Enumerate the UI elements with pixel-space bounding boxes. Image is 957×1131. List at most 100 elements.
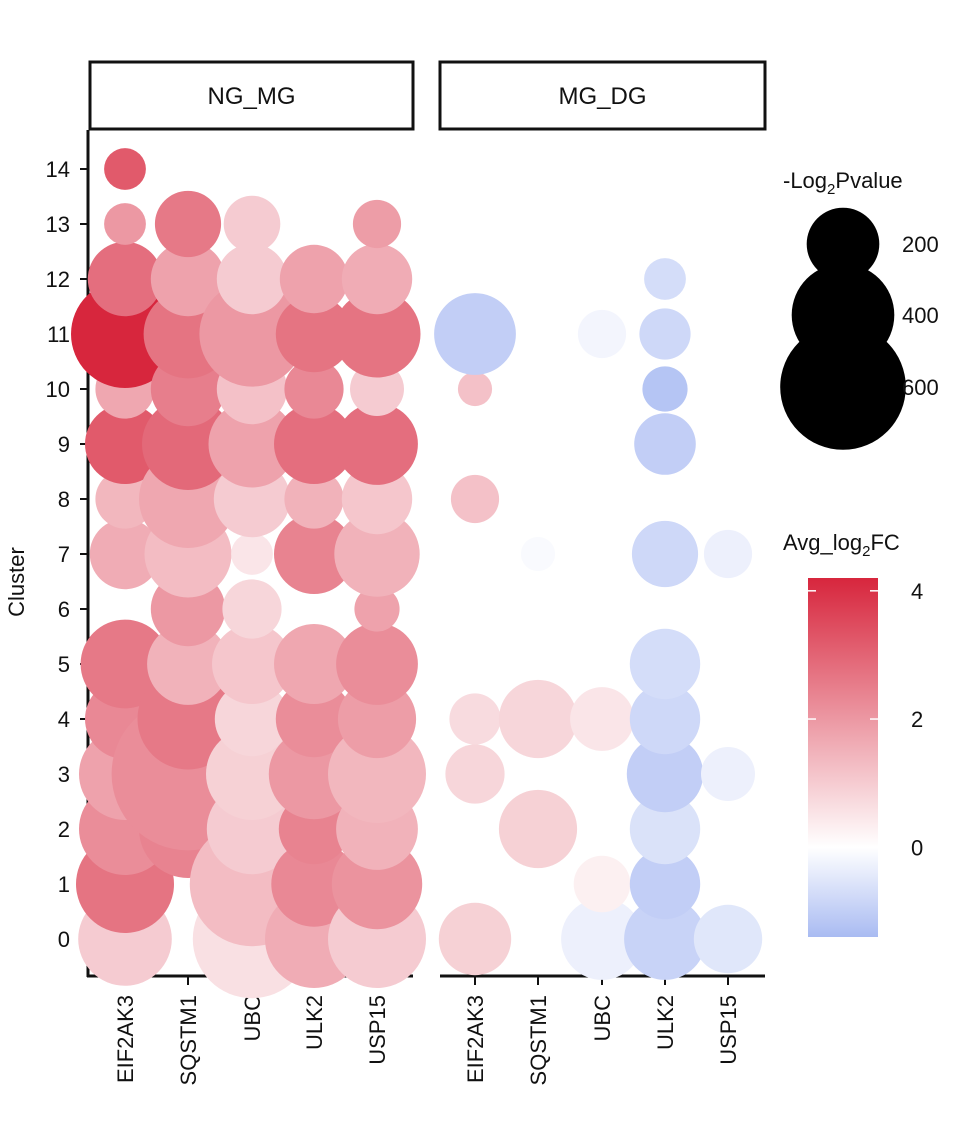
x-tick-label: SQSTM1 xyxy=(176,995,201,1085)
y-tick-label: 8 xyxy=(58,487,70,512)
dot-point xyxy=(577,309,627,359)
dot-point xyxy=(703,529,753,579)
x-tick-label: UBC xyxy=(590,995,615,1042)
data-points xyxy=(71,148,763,999)
dot-point xyxy=(275,680,353,758)
dot-point xyxy=(334,511,420,597)
dot-point xyxy=(279,244,349,314)
dot-point xyxy=(629,793,701,865)
size-legend-dot xyxy=(806,207,880,281)
x-tick-label: USP15 xyxy=(716,995,741,1065)
dot-point xyxy=(354,586,400,632)
dot-point xyxy=(644,258,686,300)
strip-label-ng-mg: NG_MG xyxy=(207,83,295,110)
color-legend: Avg_log2FC 0 2 4 xyxy=(783,530,923,937)
dot-point xyxy=(104,148,146,190)
color-legend-label: 4 xyxy=(911,579,923,604)
dot-point xyxy=(85,404,165,484)
dot-point xyxy=(71,280,179,388)
dot-point xyxy=(352,199,402,249)
dot-point xyxy=(642,366,688,412)
x-tick-label: ULK2 xyxy=(653,995,678,1050)
y-tick-label: 0 xyxy=(58,927,70,952)
y-tick-label: 4 xyxy=(58,707,70,732)
dot-point xyxy=(336,623,418,705)
dot-point xyxy=(573,855,631,913)
dot-point xyxy=(275,295,353,373)
dot-point xyxy=(208,400,296,488)
dot-point xyxy=(95,469,155,529)
dot-point xyxy=(274,514,354,594)
dot-point xyxy=(231,533,273,575)
dot-point xyxy=(214,681,290,757)
dot-point xyxy=(89,518,161,590)
dot-point xyxy=(520,536,556,572)
x-tick-label: UBC xyxy=(240,995,265,1042)
dot-point xyxy=(222,579,282,639)
dot-point xyxy=(328,725,426,823)
dot-point xyxy=(336,403,418,485)
x-tick-label: ULK2 xyxy=(302,995,327,1050)
dot-point xyxy=(498,679,578,759)
x-axis-ticks: EIF2AK3 SQSTM1 UBC ULK2 USP15 EIF2AK3 SQSTM1 UB… xyxy=(113,976,741,1085)
x-tick-label: EIF2AK3 xyxy=(463,995,488,1083)
y-tick-label: 10 xyxy=(46,377,70,402)
color-legend-label: 0 xyxy=(911,835,923,860)
dot-point xyxy=(438,902,512,976)
x-tick-label: SQSTM1 xyxy=(526,995,551,1085)
dot-point xyxy=(570,687,634,751)
size-legend: -Log2Pvalue 200 400 600 xyxy=(780,168,939,450)
dot-point xyxy=(150,241,226,317)
dot-point xyxy=(624,898,706,980)
dot-point xyxy=(104,203,146,245)
dot-point xyxy=(274,404,354,484)
y-tick-label: 12 xyxy=(46,267,70,292)
y-tick-label: 6 xyxy=(58,597,70,622)
y-tick-label: 13 xyxy=(46,212,70,237)
dot-point xyxy=(634,413,696,475)
dot-point xyxy=(284,469,344,529)
y-tick-label: 5 xyxy=(58,652,70,677)
dot-point xyxy=(142,398,234,490)
dot-point xyxy=(457,371,493,407)
dot-point xyxy=(639,308,691,360)
dot-point xyxy=(450,474,500,524)
y-axis-title: Cluster xyxy=(4,547,29,617)
size-legend-dot xyxy=(780,324,906,450)
size-legend-label: 400 xyxy=(902,303,939,328)
color-legend-label: 2 xyxy=(911,707,923,732)
facet-strip-ng-mg: NG_MG xyxy=(88,60,415,131)
dot-point xyxy=(80,619,170,709)
dot-point xyxy=(216,243,288,315)
dot-point xyxy=(693,904,763,974)
dot-point xyxy=(629,683,701,755)
y-tick-label: 1 xyxy=(58,872,70,897)
dot-point xyxy=(223,195,281,253)
strip-label-mg-dg: MG_DG xyxy=(558,83,646,110)
y-tick-label: 9 xyxy=(58,432,70,457)
x-tick-label: EIF2AK3 xyxy=(113,995,138,1083)
y-tick-label: 14 xyxy=(46,157,70,182)
dot-point xyxy=(498,789,578,869)
y-tick-label: 7 xyxy=(58,542,70,567)
dot-point xyxy=(631,520,699,588)
dot-point xyxy=(284,359,344,419)
dot-point xyxy=(445,744,505,804)
dot-point xyxy=(87,241,163,317)
dot-point xyxy=(341,463,413,535)
y-tick-label: 3 xyxy=(58,762,70,787)
dot-point xyxy=(333,290,421,378)
size-legend-title: -Log2Pvalue xyxy=(783,168,903,198)
dot-point xyxy=(434,293,516,375)
dot-point xyxy=(271,841,357,927)
dot-point xyxy=(561,898,643,980)
facet-strip-mg-dg: MG_DG xyxy=(438,60,767,131)
dot-point xyxy=(629,848,701,920)
color-legend-title: Avg_log2FC xyxy=(783,530,900,560)
size-legend-label: 200 xyxy=(902,232,939,257)
dot-point xyxy=(154,190,222,258)
dot-point xyxy=(626,735,704,813)
dot-point xyxy=(206,728,298,820)
dot-point xyxy=(274,624,354,704)
